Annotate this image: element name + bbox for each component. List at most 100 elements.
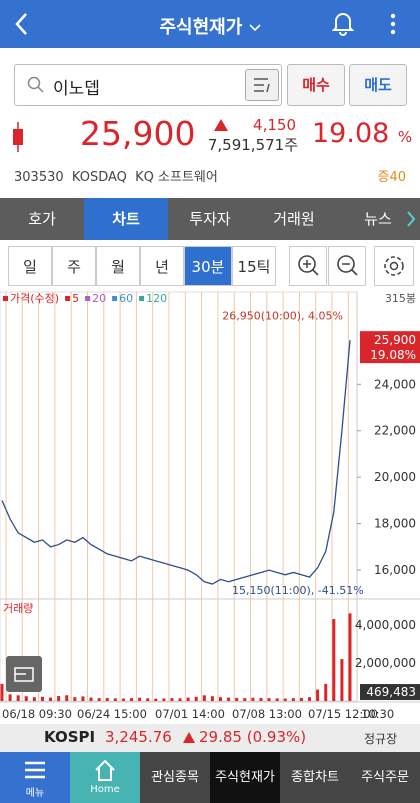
- trade-volume: 7,591,571주: [207, 136, 298, 154]
- volume-bar: [89, 697, 93, 701]
- volume-bar: [65, 695, 69, 701]
- session: 정규장: [364, 732, 398, 746]
- bell-icon[interactable]: [332, 10, 354, 36]
- volume-bar: [121, 698, 125, 701]
- zoom-in[interactable]: [289, 246, 327, 286]
- last-price-label: 25,900: [374, 333, 416, 347]
- buy-button[interactable]: 매수: [287, 64, 345, 106]
- nav-item[interactable]: 주식현재가: [210, 752, 280, 803]
- volume-bar: [348, 613, 352, 701]
- volume-bar: [219, 697, 223, 701]
- high-note: 26,950(10:00), 4.05%: [222, 310, 343, 323]
- back-button[interactable]: [14, 12, 30, 36]
- legend-label: 60: [119, 292, 133, 305]
- tab[interactable]: 투자자: [189, 210, 231, 228]
- volume-bar: [178, 698, 182, 701]
- nav-icon: [95, 759, 115, 781]
- index-change: 29.85 (0.93%): [199, 728, 306, 746]
- zoom-out[interactable]: [328, 246, 366, 286]
- volume-tick-label: 4,000,000: [355, 618, 416, 632]
- tab[interactable]: 호가: [28, 210, 56, 228]
- index-name: KOSPI: [44, 728, 96, 746]
- price-line: [1, 340, 351, 585]
- nav-item[interactable]: 메뉴: [0, 752, 70, 803]
- volume-bar: [316, 689, 320, 701]
- volume-bar: [49, 697, 53, 701]
- fullscreen-button[interactable]: [6, 656, 42, 692]
- y-tick-label: 24,000: [374, 377, 416, 391]
- nav-label: Home: [90, 784, 120, 795]
- volume-bar: [210, 696, 214, 701]
- legend-swatch: [112, 296, 118, 301]
- current-price: 25,900: [80, 114, 196, 153]
- nav-item[interactable]: 종합차트: [280, 752, 350, 803]
- last-price-box: [360, 331, 420, 364]
- volume-bar: [97, 698, 101, 701]
- x-tick-label: 06/24 15:00: [77, 707, 147, 721]
- volume-bar: [105, 697, 109, 701]
- volume-bar: [154, 698, 158, 701]
- bar-count: 315봉: [385, 292, 416, 305]
- tab[interactable]: 거래원: [273, 210, 315, 228]
- nav-label: 주식주문: [361, 770, 409, 785]
- volume-bar: [235, 697, 239, 701]
- volume-bar: [259, 697, 263, 701]
- period-button[interactable]: 30분: [184, 246, 232, 286]
- y-tick-label: 20,000: [374, 470, 416, 484]
- volume-bar: [8, 694, 12, 701]
- plot-frame: [0, 291, 358, 702]
- tab[interactable]: 차트: [84, 198, 168, 240]
- volume-bar: [170, 698, 174, 701]
- period-button[interactable]: 일: [8, 246, 52, 286]
- x-tick-label: 07/01 14:00: [155, 707, 225, 721]
- tab-more[interactable]: [406, 210, 416, 228]
- volume-bar: [275, 698, 279, 701]
- nav-icon: [25, 761, 45, 779]
- rate-unit: %: [397, 128, 413, 146]
- candle-icon: [13, 122, 23, 152]
- nav-item[interactable]: 관심종목: [140, 752, 210, 803]
- volume-bar: [24, 696, 28, 701]
- search-box[interactable]: 이노뎁: [14, 64, 282, 106]
- settings[interactable]: [374, 246, 414, 286]
- legend-label: 5: [72, 292, 79, 305]
- volume-bar: [291, 698, 295, 701]
- period-button[interactable]: 주: [52, 246, 96, 286]
- list-icon: [254, 78, 270, 93]
- search-icon: [27, 76, 44, 93]
- volume-bar: [251, 697, 255, 701]
- nav-item[interactable]: Home: [70, 752, 140, 803]
- nav-label: 메뉴: [25, 788, 45, 799]
- nav-label: 종합차트: [291, 770, 339, 785]
- volume-bar: [332, 619, 336, 701]
- y-tick-label: 16,000: [374, 563, 416, 577]
- stock-info: 303530 KOSDAQ KQ 소프트웨어: [14, 166, 218, 185]
- nav-item[interactable]: 주식주문: [350, 752, 420, 803]
- volume-bar: [267, 698, 271, 701]
- volume-bar: [227, 697, 231, 701]
- x-tick-label: 07/15 12:00: [308, 707, 378, 721]
- volume-bar: [0, 683, 4, 701]
- sell-button[interactable]: 매도: [349, 64, 407, 106]
- volume-bar: [243, 698, 247, 701]
- tab-bar: 호가 차트 투자자 거래원 뉴스: [0, 198, 420, 240]
- period-button[interactable]: 월: [96, 246, 140, 286]
- more-icon[interactable]: [388, 12, 398, 36]
- volume-bar: [162, 698, 166, 701]
- legend-swatch: [65, 296, 71, 301]
- tab[interactable]: 뉴스: [364, 210, 392, 228]
- up-triangle: [214, 119, 228, 131]
- last-volume-box: [360, 684, 420, 701]
- top-bar: 주식현재가: [0, 0, 420, 48]
- period-button[interactable]: 년: [140, 246, 184, 286]
- x-tick-label: 07/08 13:00: [232, 707, 302, 721]
- period-button[interactable]: 15틱: [232, 246, 276, 286]
- screen-title[interactable]: 주식현재가: [0, 13, 420, 39]
- volume-bar: [113, 698, 117, 701]
- volume-bar: [81, 696, 85, 701]
- sector: KQ 소프트웨어: [135, 170, 218, 185]
- last-volume-label: 469,483: [366, 685, 416, 699]
- x-tick-label: 06/18 09:30: [2, 707, 72, 721]
- list-button[interactable]: [245, 69, 279, 101]
- settings-icon: [384, 256, 404, 276]
